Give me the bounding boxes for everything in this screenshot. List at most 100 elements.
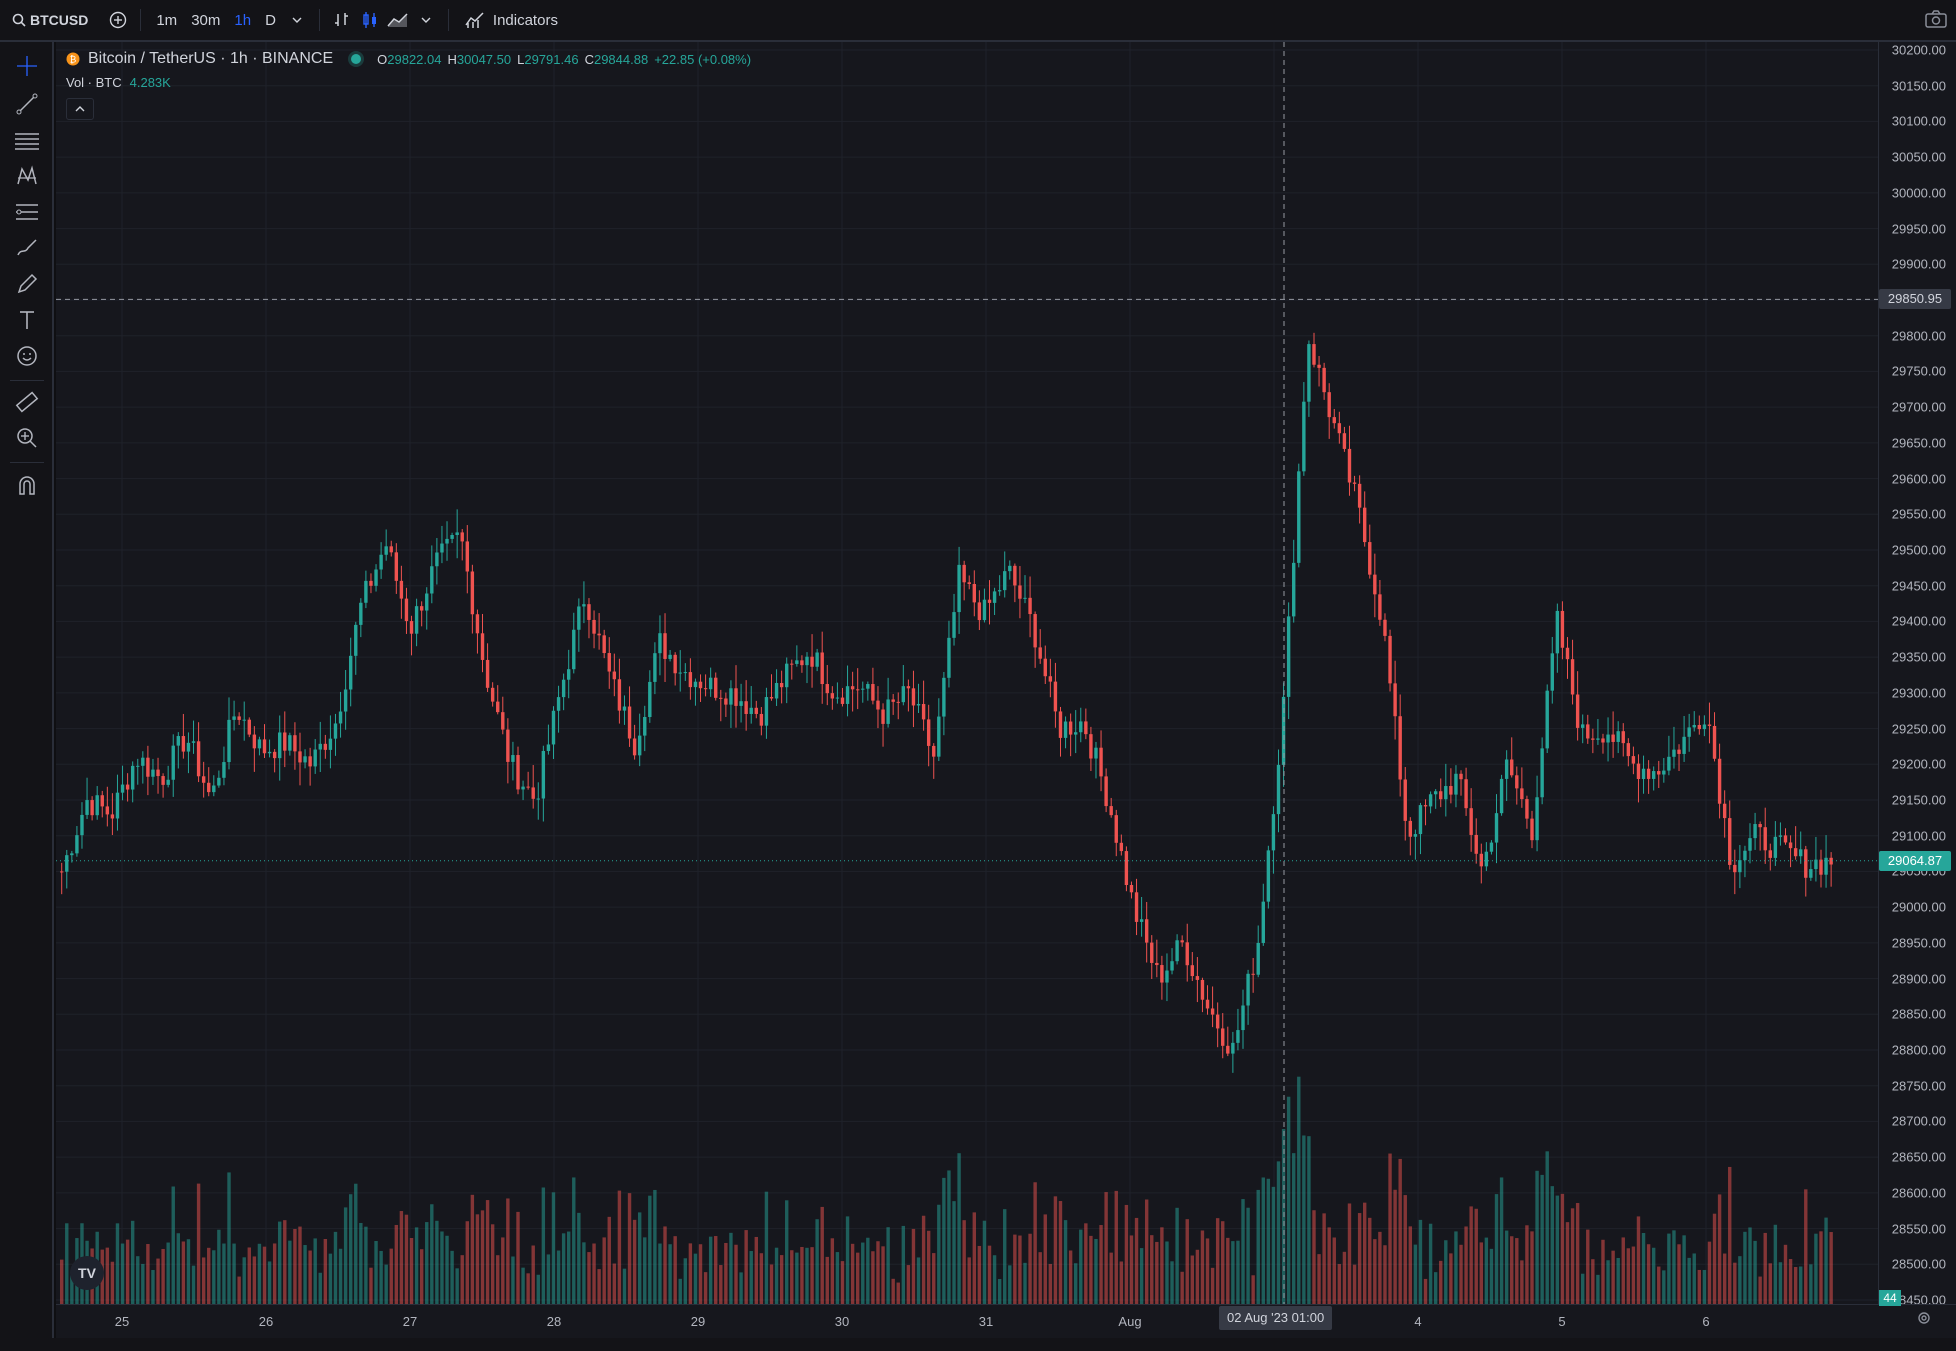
ruler-tool[interactable]	[13, 388, 41, 416]
candle-body	[1388, 635, 1392, 684]
volume-bar	[972, 1212, 976, 1304]
open-value: 29822.04	[387, 51, 442, 67]
volume-bar	[1028, 1233, 1032, 1304]
timeframe-1h[interactable]: 1h	[234, 11, 252, 29]
collapse-legend-button[interactable]	[66, 98, 94, 120]
compare-symbol-button[interactable]	[104, 0, 132, 41]
candle-body	[364, 580, 368, 603]
volume-bar	[1200, 1230, 1205, 1304]
candle-body	[1819, 859, 1823, 875]
chevron-down-icon	[421, 17, 431, 23]
volume-bar	[1352, 1264, 1357, 1304]
price-tick-label: 28800.00	[1891, 1042, 1946, 1058]
volume-bar	[1215, 1218, 1220, 1304]
volume-bar	[1565, 1222, 1570, 1304]
volume-bar	[374, 1240, 378, 1304]
candle-body	[1545, 690, 1549, 749]
volume-bar	[673, 1236, 677, 1304]
candle-body	[1195, 976, 1200, 980]
volume-bar	[1124, 1204, 1129, 1304]
volume-bar	[1662, 1270, 1666, 1304]
candle-body	[511, 755, 515, 762]
pen-tool[interactable]	[13, 270, 41, 298]
volume-bar	[440, 1231, 444, 1304]
volume-bar	[1621, 1237, 1625, 1304]
candle-body	[1768, 850, 1772, 858]
timeframe-dropdown[interactable]	[283, 0, 311, 41]
candle-body	[85, 800, 89, 815]
candle-body	[1601, 738, 1605, 743]
symbol-title[interactable]: Bitcoin / TetherUS · 1h · BINANCE	[88, 50, 334, 67]
text-tool[interactable]	[13, 306, 41, 334]
candle-body	[1342, 433, 1347, 449]
change-value: +22.85 (+0.08%)	[654, 51, 752, 67]
candle-body	[688, 672, 693, 688]
horizontal-lines-tool[interactable]	[13, 126, 41, 154]
candle-body	[460, 532, 464, 542]
candle-body	[425, 593, 429, 611]
volume-bar	[830, 1238, 835, 1304]
trend-line-tool[interactable]	[13, 90, 41, 118]
price-chart[interactable]	[56, 42, 1878, 1304]
volume-bar	[105, 1247, 110, 1304]
candle-body	[850, 686, 855, 690]
chart-pane[interactable]	[56, 42, 1878, 1338]
fib-tool[interactable]	[13, 198, 41, 226]
tradingview-logo[interactable]: TV	[70, 1256, 104, 1290]
chart-settings-button[interactable]	[1916, 1310, 1932, 1330]
volume-bar	[1783, 1244, 1788, 1304]
candles-icon	[363, 12, 376, 28]
volume-bar	[171, 1186, 175, 1304]
snapshot-button[interactable]	[1924, 8, 1948, 34]
chart-type-dropdown[interactable]	[412, 0, 440, 41]
volume-bar	[1433, 1272, 1438, 1304]
volume-bar	[855, 1252, 860, 1304]
volume-bar	[1510, 1236, 1514, 1304]
symbol-search[interactable]: BTCUSD	[0, 0, 88, 41]
volume-bar	[1114, 1190, 1118, 1304]
magnet-tool[interactable]	[13, 472, 41, 500]
bar-style-button[interactable]	[328, 0, 356, 41]
candle-body	[125, 784, 130, 790]
indicators-button[interactable]: Indicators	[457, 0, 566, 41]
candle-body	[825, 684, 829, 694]
candle-body	[1570, 659, 1575, 695]
timeframe-d[interactable]: D	[265, 11, 276, 29]
volume-bar	[1479, 1242, 1483, 1304]
candle-body	[1748, 838, 1752, 851]
candles-style-button[interactable]	[356, 0, 384, 41]
volume-bar	[1084, 1223, 1088, 1304]
low-value: 29791.46	[524, 51, 579, 67]
volume-bar	[526, 1273, 530, 1304]
emoji-tool[interactable]	[13, 342, 41, 370]
volume-bar	[1226, 1237, 1230, 1304]
candle-body	[1378, 594, 1382, 620]
candle-body	[303, 756, 307, 763]
volume-bar	[876, 1241, 880, 1304]
candle-body	[901, 686, 906, 703]
lines-icon	[15, 133, 39, 150]
area-style-button[interactable]	[384, 0, 412, 41]
volume-bar	[419, 1249, 424, 1304]
volume-bar	[1058, 1201, 1063, 1304]
volume-bar	[1236, 1240, 1240, 1304]
volume-bar	[592, 1243, 596, 1304]
market-status-icon[interactable]	[351, 54, 362, 64]
crosshair-tool[interactable]	[13, 52, 41, 80]
timeframe-30m[interactable]: 30m	[191, 11, 221, 29]
volume-bar	[1413, 1244, 1418, 1304]
candle-body	[115, 792, 120, 819]
candle-body	[1530, 818, 1534, 841]
volume-bar	[785, 1200, 789, 1304]
timeframe-1m[interactable]: 1m	[156, 11, 178, 29]
zoom-tool[interactable]	[13, 424, 41, 452]
candle-body	[749, 707, 753, 714]
volume-bar	[1499, 1177, 1504, 1304]
price-axis[interactable]: 30200.00 30150.00 30100.00 30050.00 30000.00…	[1878, 42, 1956, 1308]
volume-bar	[1368, 1217, 1372, 1304]
volume-bar	[561, 1233, 566, 1304]
brush-tool[interactable]	[13, 234, 41, 262]
time-axis[interactable]: 25262728293031Aug3456	[56, 1304, 1956, 1338]
pattern-tool[interactable]	[13, 162, 41, 190]
candle-body	[222, 762, 226, 778]
